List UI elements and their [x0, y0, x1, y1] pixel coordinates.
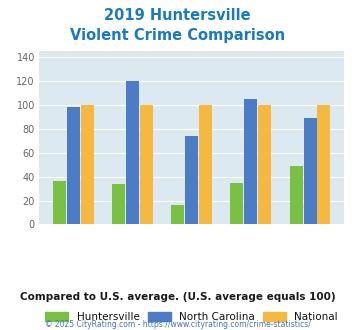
Bar [304, 118, 317, 224]
Bar [126, 81, 139, 224]
Bar [81, 105, 94, 224]
Bar [258, 105, 271, 224]
Bar [199, 105, 212, 224]
Bar [67, 107, 80, 224]
Bar [230, 182, 244, 224]
Legend: Huntersville, North Carolina, National: Huntersville, North Carolina, National [41, 308, 342, 326]
Bar [317, 105, 331, 224]
Text: © 2025 CityRating.com - https://www.cityrating.com/crime-statistics/: © 2025 CityRating.com - https://www.city… [45, 320, 310, 329]
Bar [244, 99, 257, 224]
Bar [112, 184, 125, 224]
Bar [140, 105, 153, 224]
Text: Compared to U.S. average. (U.S. average equals 100): Compared to U.S. average. (U.S. average … [20, 292, 335, 302]
Text: 2019 Huntersville: 2019 Huntersville [104, 8, 251, 23]
Text: Violent Crime Comparison: Violent Crime Comparison [70, 28, 285, 43]
Bar [290, 166, 303, 224]
Bar [53, 182, 66, 224]
Bar [185, 136, 198, 224]
Bar [171, 205, 184, 224]
